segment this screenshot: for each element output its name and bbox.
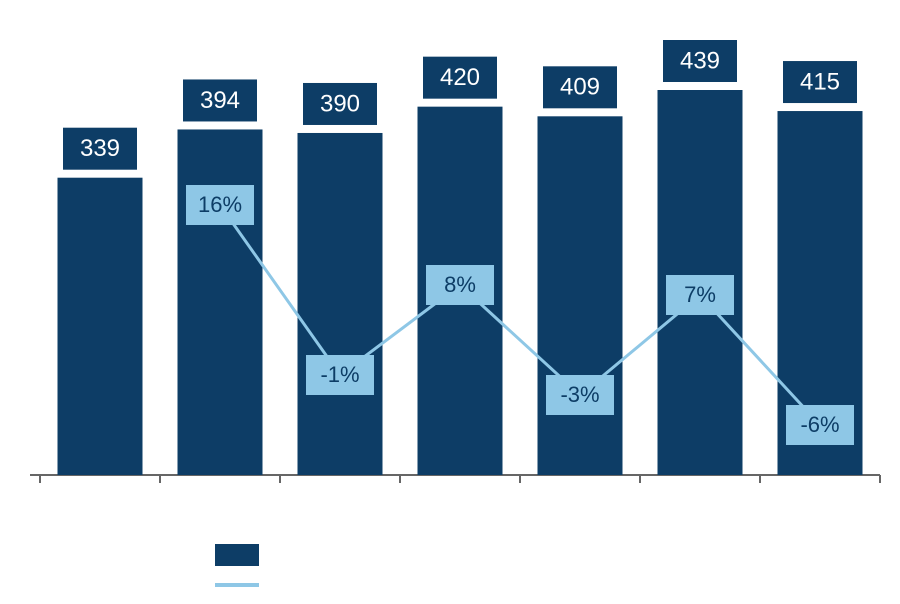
legend-swatch-bar bbox=[215, 544, 259, 566]
combo-bar-line-chart: 339 394 390 420 409 439 415 16% -1% 8% -3% 7% -6% bbox=[0, 0, 900, 604]
bar-value-label: 415 bbox=[800, 68, 840, 95]
bar-value-label: 420 bbox=[440, 64, 480, 91]
bar-value-label: 439 bbox=[680, 47, 720, 74]
pct-change-label: 8% bbox=[444, 272, 476, 297]
pct-change-label: -1% bbox=[320, 362, 359, 387]
bar-value-label: 390 bbox=[320, 90, 360, 117]
bar-value-label: 409 bbox=[560, 74, 600, 101]
bar bbox=[298, 133, 383, 475]
bar bbox=[58, 178, 143, 475]
bar bbox=[538, 116, 623, 475]
pct-change-label: -6% bbox=[800, 412, 839, 437]
bar-value-label: 339 bbox=[80, 135, 120, 162]
bar bbox=[178, 129, 263, 475]
pct-change-label: 7% bbox=[684, 282, 716, 307]
pct-change-label: 16% bbox=[198, 192, 242, 217]
pct-change-label: -3% bbox=[560, 382, 599, 407]
bar-value-label: 394 bbox=[200, 87, 240, 114]
